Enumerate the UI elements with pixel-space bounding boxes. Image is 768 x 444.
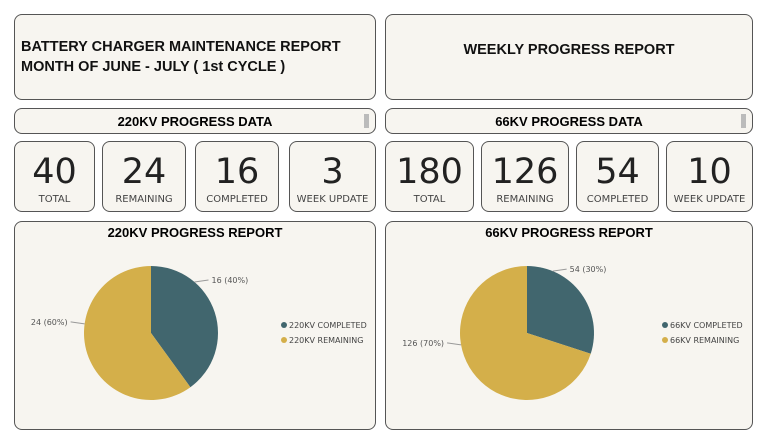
legend-label[interactable]: 66KV COMPLETED — [670, 321, 743, 330]
pie-slice[interactable] — [151, 266, 218, 388]
data-label: 24 (60%) — [31, 318, 68, 327]
label-leader-line — [552, 268, 567, 272]
stat-value: 24 — [121, 152, 167, 192]
stat-card-completed: 16 COMPLETED — [195, 141, 279, 212]
legend-marker — [281, 337, 287, 343]
label-leader-line — [446, 342, 462, 346]
pie-slice[interactable] — [527, 266, 594, 354]
pie-slice[interactable] — [459, 266, 591, 400]
stat-label: WEEK UPDATE — [296, 194, 369, 205]
stat-card-total: 40 TOTAL — [14, 141, 95, 212]
stat-card-remaining: 126 REMAINING — [481, 141, 569, 212]
report-title-panel: BATTERY CHARGER MAINTENANCE REPORT MONTH … — [14, 14, 376, 100]
stat-card-total: 180 TOTAL — [385, 141, 474, 212]
data-label: 54 (30%) — [570, 265, 607, 274]
data-label: 126 (70%) — [402, 339, 444, 348]
legend-label[interactable]: 220KV COMPLETED — [289, 321, 367, 330]
stat-label: REMAINING — [115, 194, 173, 205]
stat-value: 180 — [396, 152, 463, 192]
label-leader-line — [194, 279, 209, 283]
kv220-report-title: 220KV PROGRESS REPORT — [107, 225, 283, 240]
kv220-data-bar: 220KV PROGRESS DATA — [14, 108, 376, 134]
legend-marker — [662, 337, 668, 343]
scrollbar[interactable] — [741, 114, 746, 128]
stat-value: 54 — [595, 152, 640, 192]
label-leader-line — [70, 321, 85, 325]
stat-value: 40 — [32, 152, 77, 192]
report-title-line2: MONTH OF JUNE - JULY ( 1st CYCLE ) — [21, 59, 286, 75]
kv66-bar-label: 66KV PROGRESS DATA — [495, 113, 643, 129]
stat-card-remaining: 24 REMAINING — [102, 141, 186, 212]
stat-value: 126 — [491, 152, 559, 192]
stat-value: 10 — [687, 152, 732, 192]
stat-label: COMPLETED — [206, 194, 268, 205]
legend-marker — [662, 322, 668, 328]
stat-card-week-update: 10 WEEK UPDATE — [666, 141, 753, 212]
legend-label[interactable]: 66KV REMAINING — [670, 336, 739, 345]
weekly-title-panel: WEEKLY PROGRESS REPORT — [385, 14, 753, 100]
stat-label: TOTAL — [38, 194, 71, 205]
scrollbar[interactable] — [364, 114, 369, 128]
stat-label: REMAINING — [496, 194, 554, 205]
kv220-bar-label: 220KV PROGRESS DATA — [117, 113, 273, 129]
stat-label: TOTAL — [413, 194, 446, 205]
stat-value: 3 — [321, 152, 344, 192]
data-label: 16 (40%) — [212, 276, 249, 285]
legend-label[interactable]: 220KV REMAINING — [289, 336, 363, 345]
report-title-line1: BATTERY CHARGER MAINTENANCE REPORT — [21, 39, 341, 55]
stat-label: WEEK UPDATE — [673, 194, 746, 205]
pie-slice[interactable] — [83, 266, 191, 400]
weekly-title: WEEKLY PROGRESS REPORT — [463, 42, 675, 58]
stat-card-week-update: 3 WEEK UPDATE — [289, 141, 376, 212]
stat-value: 16 — [214, 152, 260, 192]
stat-card-completed: 54 COMPLETED — [576, 141, 659, 212]
kv66-data-bar: 66KV PROGRESS DATA — [385, 108, 753, 134]
kv66-report-title: 66KV PROGRESS REPORT — [485, 225, 653, 240]
legend-marker — [281, 322, 287, 328]
stat-label: COMPLETED — [586, 194, 649, 205]
